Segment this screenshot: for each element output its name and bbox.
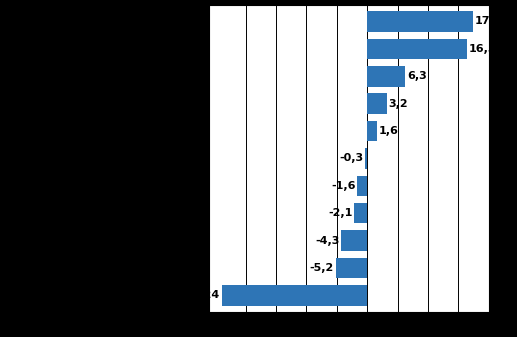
Bar: [221, 285, 367, 306]
Text: 1,6: 1,6: [379, 126, 399, 136]
Bar: [367, 66, 405, 87]
Text: 6,3: 6,3: [407, 71, 427, 81]
Text: -5,2: -5,2: [310, 263, 334, 273]
Bar: [367, 93, 387, 114]
Text: -24: -24: [200, 290, 220, 300]
Text: 16,5: 16,5: [469, 44, 497, 54]
Bar: [355, 203, 367, 223]
Bar: [367, 39, 467, 59]
Text: 3,2: 3,2: [388, 99, 408, 109]
Bar: [336, 258, 367, 278]
Text: 17,4: 17,4: [475, 17, 502, 27]
Bar: [357, 176, 367, 196]
Text: -2,1: -2,1: [328, 208, 353, 218]
Text: -1,6: -1,6: [331, 181, 356, 191]
Bar: [367, 11, 473, 32]
Bar: [341, 230, 367, 251]
Bar: [366, 148, 367, 168]
Text: -0,3: -0,3: [340, 153, 363, 163]
Text: -4,3: -4,3: [315, 236, 339, 246]
Bar: [367, 121, 377, 141]
